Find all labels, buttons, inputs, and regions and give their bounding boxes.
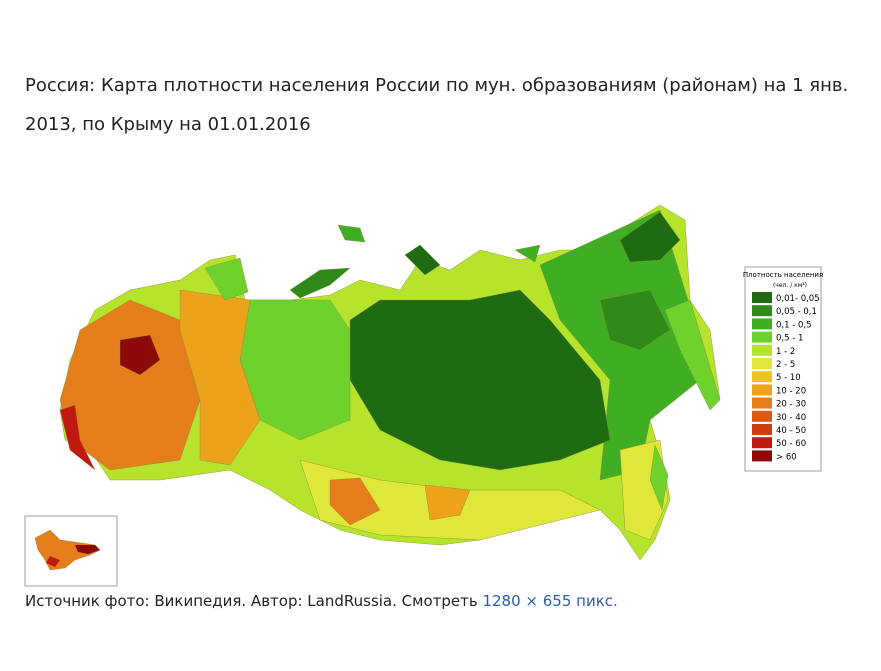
legend-swatch bbox=[752, 450, 772, 462]
legend-swatch bbox=[752, 318, 772, 330]
legend-swatch bbox=[752, 410, 772, 422]
legend-label: 30 - 40 bbox=[776, 413, 806, 423]
legend-label: 2 - 5 bbox=[776, 360, 795, 370]
image-size-link[interactable]: 1280 × 655 пикс. bbox=[482, 592, 618, 610]
legend-items: 0,01- 0,05 0,05 - 0,1 0,1 - 0,5 0,5 - 1 1 - … bbox=[752, 292, 820, 462]
legend-label: 0,01- 0,05 bbox=[776, 294, 820, 304]
legend-label: 40 - 50 bbox=[776, 426, 806, 436]
caption-text: Источник фото: Википедия. Автор: LandRus… bbox=[25, 592, 478, 610]
crimea-inset bbox=[24, 515, 118, 587]
legend-swatch bbox=[752, 358, 772, 369]
legend-label: 0,05 - 0,1 bbox=[776, 307, 817, 317]
legend-swatch bbox=[752, 424, 772, 435]
legend-label: > 60 bbox=[776, 452, 797, 462]
legend-label: 0,5 - 1 bbox=[776, 334, 803, 344]
legend-swatch bbox=[752, 331, 772, 343]
legend-unit: (чел. / км²) bbox=[773, 282, 807, 289]
legend-swatch bbox=[752, 305, 772, 317]
legend-label: 10 - 20 bbox=[776, 386, 806, 396]
legend-swatch bbox=[752, 371, 772, 383]
legend-label: 50 - 60 bbox=[776, 439, 806, 449]
caption: Источник фото: Википедия. Автор: LandRus… bbox=[25, 592, 618, 610]
map: Плотность населения (чел. / км²) 0,01- 0… bbox=[24, 204, 823, 587]
title: Россия: Карта плотности населения России… bbox=[25, 75, 849, 135]
legend-label: 0,1 - 0,5 bbox=[776, 320, 812, 330]
legend: Плотность населения (чел. / км²) 0,01- 0… bbox=[743, 266, 823, 472]
legend-swatch bbox=[752, 344, 772, 356]
legend-swatch bbox=[752, 437, 772, 449]
legend-label: 1 - 2 bbox=[776, 347, 795, 357]
legend-title: Плотность населения bbox=[743, 271, 823, 279]
legend-label: 5 - 10 bbox=[776, 373, 801, 383]
legend-swatch bbox=[752, 397, 772, 409]
russia-map bbox=[59, 204, 721, 561]
legend-swatch bbox=[752, 384, 772, 396]
legend-swatch bbox=[752, 292, 772, 303]
legend-label: 20 - 30 bbox=[776, 400, 806, 410]
